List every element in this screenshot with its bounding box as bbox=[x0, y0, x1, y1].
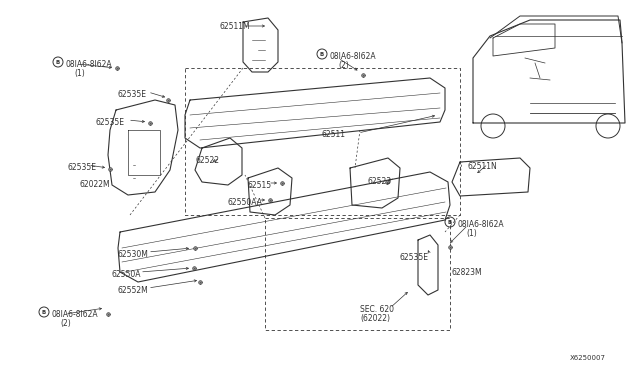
Text: (2): (2) bbox=[60, 319, 71, 328]
Text: 62515: 62515 bbox=[248, 181, 272, 190]
Text: 62523: 62523 bbox=[368, 177, 392, 186]
Text: B: B bbox=[56, 60, 60, 64]
Text: (2): (2) bbox=[338, 61, 349, 70]
Text: 62511: 62511 bbox=[322, 130, 346, 139]
Text: 62535E: 62535E bbox=[118, 90, 147, 99]
Text: 62552M: 62552M bbox=[118, 286, 148, 295]
Text: 62530M: 62530M bbox=[118, 250, 149, 259]
Text: 62535E: 62535E bbox=[400, 253, 429, 262]
Text: 62550A: 62550A bbox=[112, 270, 141, 279]
Text: (1): (1) bbox=[74, 69, 84, 78]
Text: 62022M: 62022M bbox=[80, 180, 111, 189]
Text: 08IA6-8I62A: 08IA6-8I62A bbox=[330, 52, 376, 61]
Text: 62511M: 62511M bbox=[220, 22, 251, 31]
Text: 62535E: 62535E bbox=[68, 163, 97, 172]
Text: 08IA6-8I62A: 08IA6-8I62A bbox=[458, 220, 504, 229]
Text: B: B bbox=[448, 219, 452, 224]
Text: B: B bbox=[42, 310, 46, 314]
Text: 62522: 62522 bbox=[196, 156, 220, 165]
Text: 08IA6-8I62A: 08IA6-8I62A bbox=[52, 310, 99, 319]
Text: SEC. 620: SEC. 620 bbox=[360, 305, 394, 314]
Text: (1): (1) bbox=[466, 229, 477, 238]
Text: 62511N: 62511N bbox=[468, 162, 498, 171]
Text: 62535E: 62535E bbox=[95, 118, 124, 127]
Text: B: B bbox=[320, 51, 324, 57]
Text: 08IA6-8I62A: 08IA6-8I62A bbox=[66, 60, 113, 69]
Text: 62823M: 62823M bbox=[452, 268, 483, 277]
Text: 62550AA: 62550AA bbox=[228, 198, 263, 207]
Text: (62022): (62022) bbox=[360, 314, 390, 323]
Text: X6250007: X6250007 bbox=[570, 355, 606, 361]
